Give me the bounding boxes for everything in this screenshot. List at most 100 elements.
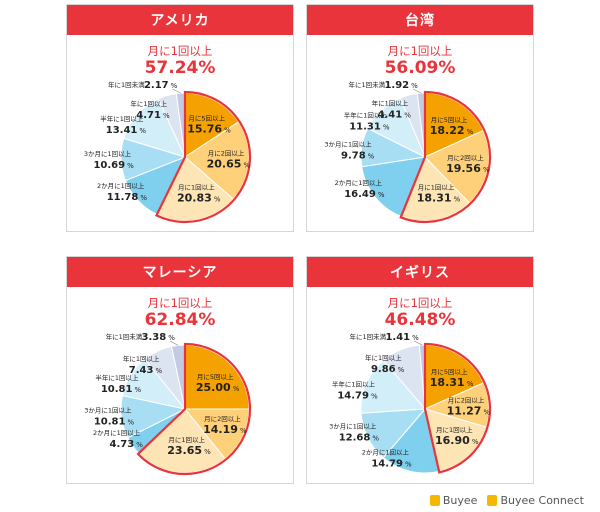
slice-label: 半年に1回以上 (95, 373, 139, 382)
panel-title: マレーシア (67, 257, 293, 287)
monthly-highlight-outline (399, 90, 492, 224)
slice-value: 14.79 (371, 458, 403, 469)
slice-label: 月に2回以上 (448, 396, 485, 405)
panel-taiwan: 台湾 月に1回以上 56.09% 月に5回以上 18.22% 月に2回以上 19.56… (306, 4, 534, 232)
slice-value: 9.86 (371, 364, 396, 375)
summary-value: 57.24% (144, 58, 216, 78)
slice-label: 半年に1回以上 (344, 111, 388, 120)
percent-sign: % (371, 393, 378, 401)
slice-value: 12.68 (339, 432, 371, 443)
percent-sign: % (405, 460, 412, 468)
slice-label: 月に5回以上 (188, 113, 225, 122)
percent-sign: % (171, 82, 178, 90)
percent-sign: % (411, 82, 418, 90)
percent-sign: % (244, 162, 251, 170)
slice-value: 18.22 (430, 124, 465, 137)
slice-label: 月に1回以上 (178, 182, 215, 191)
percent-sign: % (467, 128, 474, 136)
slice-label: 3か月に1回以上 (84, 149, 132, 158)
footer-brands: Buyee Buyee Connect (429, 492, 584, 508)
summary-label: 月に1回以上 (387, 44, 453, 58)
slice-label: 月に2回以上 (208, 149, 245, 158)
percent-sign: % (139, 127, 146, 135)
slice-value: 1.41 (385, 332, 410, 343)
summary-label: 月に1回以上 (387, 296, 453, 310)
percent-sign: % (404, 112, 411, 120)
percent-sign: % (136, 441, 143, 449)
buyee-connect-logo-icon (487, 494, 498, 506)
percent-sign: % (368, 152, 375, 160)
pie-slice-half-year (360, 359, 427, 414)
slice-value: 10.69 (93, 160, 125, 171)
percent-sign: % (483, 166, 490, 174)
monthly-highlight-outline (423, 342, 492, 474)
slice-label: 2か月に1回以上 (93, 428, 141, 437)
summary-value: 56.09% (384, 58, 456, 78)
slice-label: 月に2回以上 (447, 153, 484, 162)
slice-value: 20.65 (207, 158, 242, 171)
slice-label: 月に2回以上 (204, 414, 241, 423)
slice-label: 3か月に1回以上 (324, 139, 372, 148)
slice-label: 月に1回以上 (436, 425, 473, 434)
slice-label: 年に1回未満 (349, 80, 386, 89)
monthly-highlight-outline (136, 342, 252, 476)
summary-value: 62.84% (144, 310, 216, 330)
leader-line (413, 88, 422, 94)
slice-label: 2か月に1回以上 (362, 447, 410, 456)
slice-label: 年に1回以上 (365, 353, 402, 362)
slice-value: 9.78 (341, 150, 366, 161)
percent-sign: % (204, 448, 211, 456)
slice-label: 2か月に1回以上 (97, 181, 145, 190)
summary-label: 月に1回以上 (147, 296, 213, 310)
slice-value: 3.38 (142, 332, 167, 343)
percent-sign: % (383, 124, 390, 132)
percent-sign: % (484, 409, 491, 417)
leader-line (414, 340, 423, 346)
slice-value: 15.76 (187, 122, 222, 135)
percent-sign: % (127, 418, 134, 426)
slice-value: 20.83 (177, 191, 212, 204)
slice-value: 23.65 (167, 444, 202, 457)
slice-label: 半年に1回以上 (332, 380, 376, 389)
slice-value: 4.73 (110, 439, 135, 450)
percent-sign: % (163, 112, 170, 120)
slice-value: 10.81 (101, 384, 133, 395)
slice-value: 4.41 (378, 110, 403, 121)
panel-title: アメリカ (67, 5, 293, 35)
brand-name: Buyee (442, 493, 478, 507)
panel-uk: イギリス 月に1回以上 46.48% 月に5回以上 18.31% 月に2回以上 11.… (306, 256, 534, 484)
slice-value: 11.78 (107, 192, 139, 203)
slice-label: 年に1回以上 (372, 99, 409, 108)
monthly-highlight-outline (154, 90, 252, 224)
slice-value: 14.19 (203, 423, 238, 436)
panel-title: 台湾 (307, 5, 533, 35)
pie-slice-bimonthly (382, 407, 440, 474)
slice-value: 16.90 (435, 434, 470, 447)
panel-malaysia: マレーシア 月に1回以上 62.84% 月に5回以上 25.00% 月に2回以上 14… (66, 256, 294, 484)
slice-label: 月に5回以上 (431, 367, 468, 376)
slice-value: 10.81 (94, 416, 126, 427)
slice-label: 年に1回以上 (130, 99, 167, 108)
percent-sign: % (398, 366, 405, 374)
slice-value: 1.92 (384, 80, 409, 91)
slice-value: 2.17 (144, 80, 169, 91)
percent-sign: % (467, 380, 474, 388)
percent-sign: % (168, 334, 175, 342)
leader-line (172, 88, 181, 94)
panel-usa: アメリカ 月に1回以上 57.24% 月に5回以上 15.76% 月に2回以上 20.… (66, 4, 294, 232)
brand-buyee-connect: Buyee Connect (487, 494, 584, 507)
slice-value: 13.41 (106, 125, 138, 136)
slice-label: 月に5回以上 (431, 115, 468, 124)
percent-sign: % (224, 126, 231, 134)
percent-sign: % (134, 386, 141, 394)
slice-value: 11.31 (349, 122, 381, 133)
slice-value: 18.31 (417, 191, 452, 204)
leader-line (170, 340, 179, 346)
percent-sign: % (472, 438, 479, 446)
percent-sign: % (412, 334, 419, 342)
slice-label: 3か月に1回以上 (84, 405, 132, 414)
